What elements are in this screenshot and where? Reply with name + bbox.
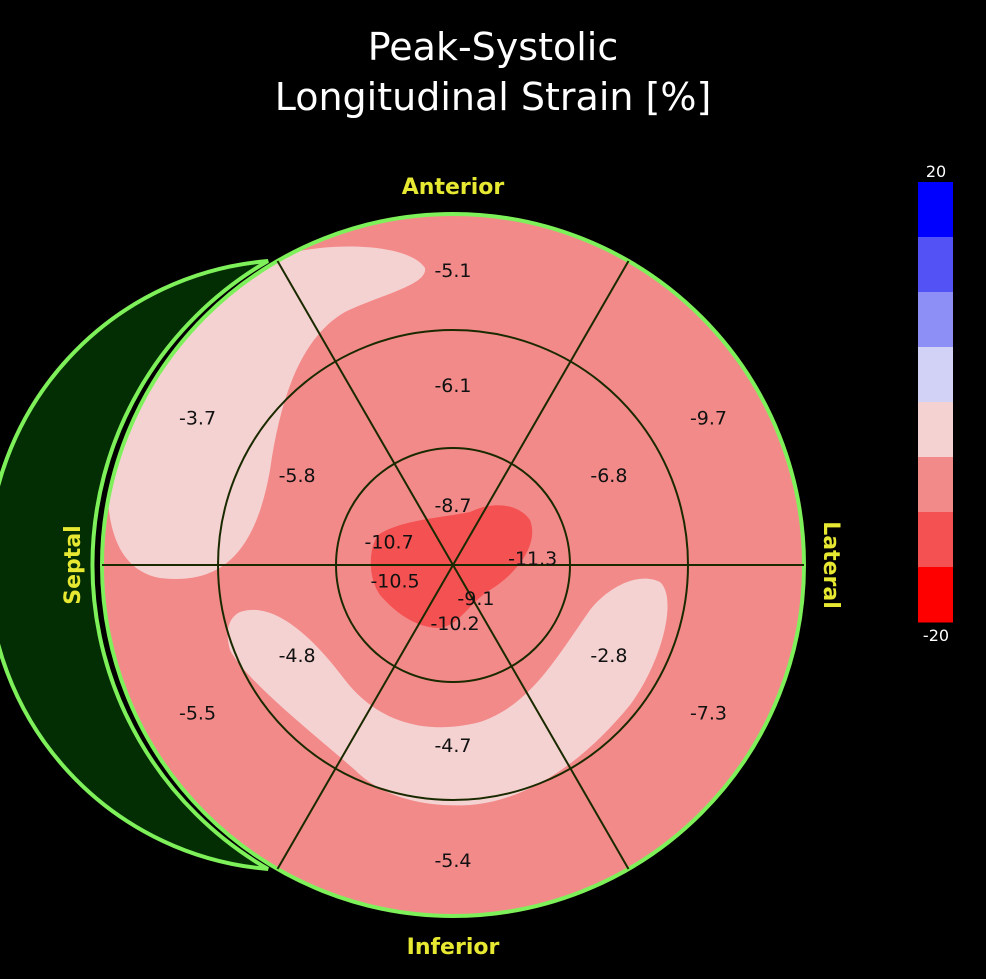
colorbar-min-label: -20 [923, 626, 949, 645]
segment-value-mid-1: -6.8 [590, 465, 627, 487]
low-strain-region-inferior [227, 578, 668, 806]
label-septal: Septal [61, 525, 86, 604]
colorbar-swatch-7 [918, 567, 953, 623]
chart-title-line-1: Peak-Systolic [367, 25, 619, 69]
segment-divider-1 [452, 260, 630, 566]
label-lateral: Lateral [818, 521, 843, 609]
label-anterior: Anterior [402, 175, 505, 200]
segment-value-mid-0: -6.1 [434, 375, 471, 397]
colorbar [918, 182, 953, 623]
colorbar-max-label: 20 [926, 162, 946, 181]
septal-crescent [0, 259, 270, 871]
segment-value-mid-5: -5.8 [279, 465, 316, 487]
segment-value-basal-0: -5.1 [434, 260, 471, 282]
colorbar-swatch-3 [918, 347, 953, 403]
segment-labels: -5.1 -9.7 -7.3 -5.4 -5.5 -3.7 -6.1 -6.8 -2.8 -4.7… [179, 260, 727, 872]
segment-divider-5 [452, 564, 630, 870]
segment-value-apical-0: -8.7 [434, 495, 471, 517]
segment-value-apical-5: -10.7 [365, 532, 414, 554]
chart-title-line-2: Longitudinal Strain [%] [274, 75, 712, 119]
segment-value-apical-4: -10.5 [370, 571, 419, 593]
segment-value-mid-3: -4.7 [434, 735, 471, 757]
segment-value-apical-1: -11.3 [508, 548, 557, 570]
segment-divider-2 [276, 260, 454, 566]
segment-value-apical-3: -10.2 [430, 613, 479, 635]
segment-divider-4 [276, 564, 454, 870]
segment-value-mid-2: -2.8 [590, 645, 627, 667]
segment-value-mid-4: -4.8 [279, 645, 316, 667]
segment-value-basal-2: -7.3 [690, 703, 727, 725]
colorbar-swatch-5 [918, 457, 953, 513]
colorbar-swatch-0 [918, 182, 953, 238]
colorbar-swatch-2 [918, 292, 953, 348]
segment-value-basal-1: -9.7 [690, 408, 727, 430]
segment-dividers [102, 260, 804, 870]
segment-value-basal-5: -3.7 [179, 408, 216, 430]
colorbar-swatch-4 [918, 402, 953, 458]
label-inferior: Inferior [407, 935, 500, 960]
segment-value-basal-3: -5.4 [434, 850, 471, 872]
colorbar-swatch-1 [918, 237, 953, 293]
chart-title: Peak-Systolic Longitudinal Strain [%] [0, 22, 986, 122]
colorbar-swatch-6 [918, 512, 953, 568]
segment-value-basal-4: -5.5 [179, 703, 216, 725]
segment-value-apical-2: -9.1 [457, 588, 494, 610]
